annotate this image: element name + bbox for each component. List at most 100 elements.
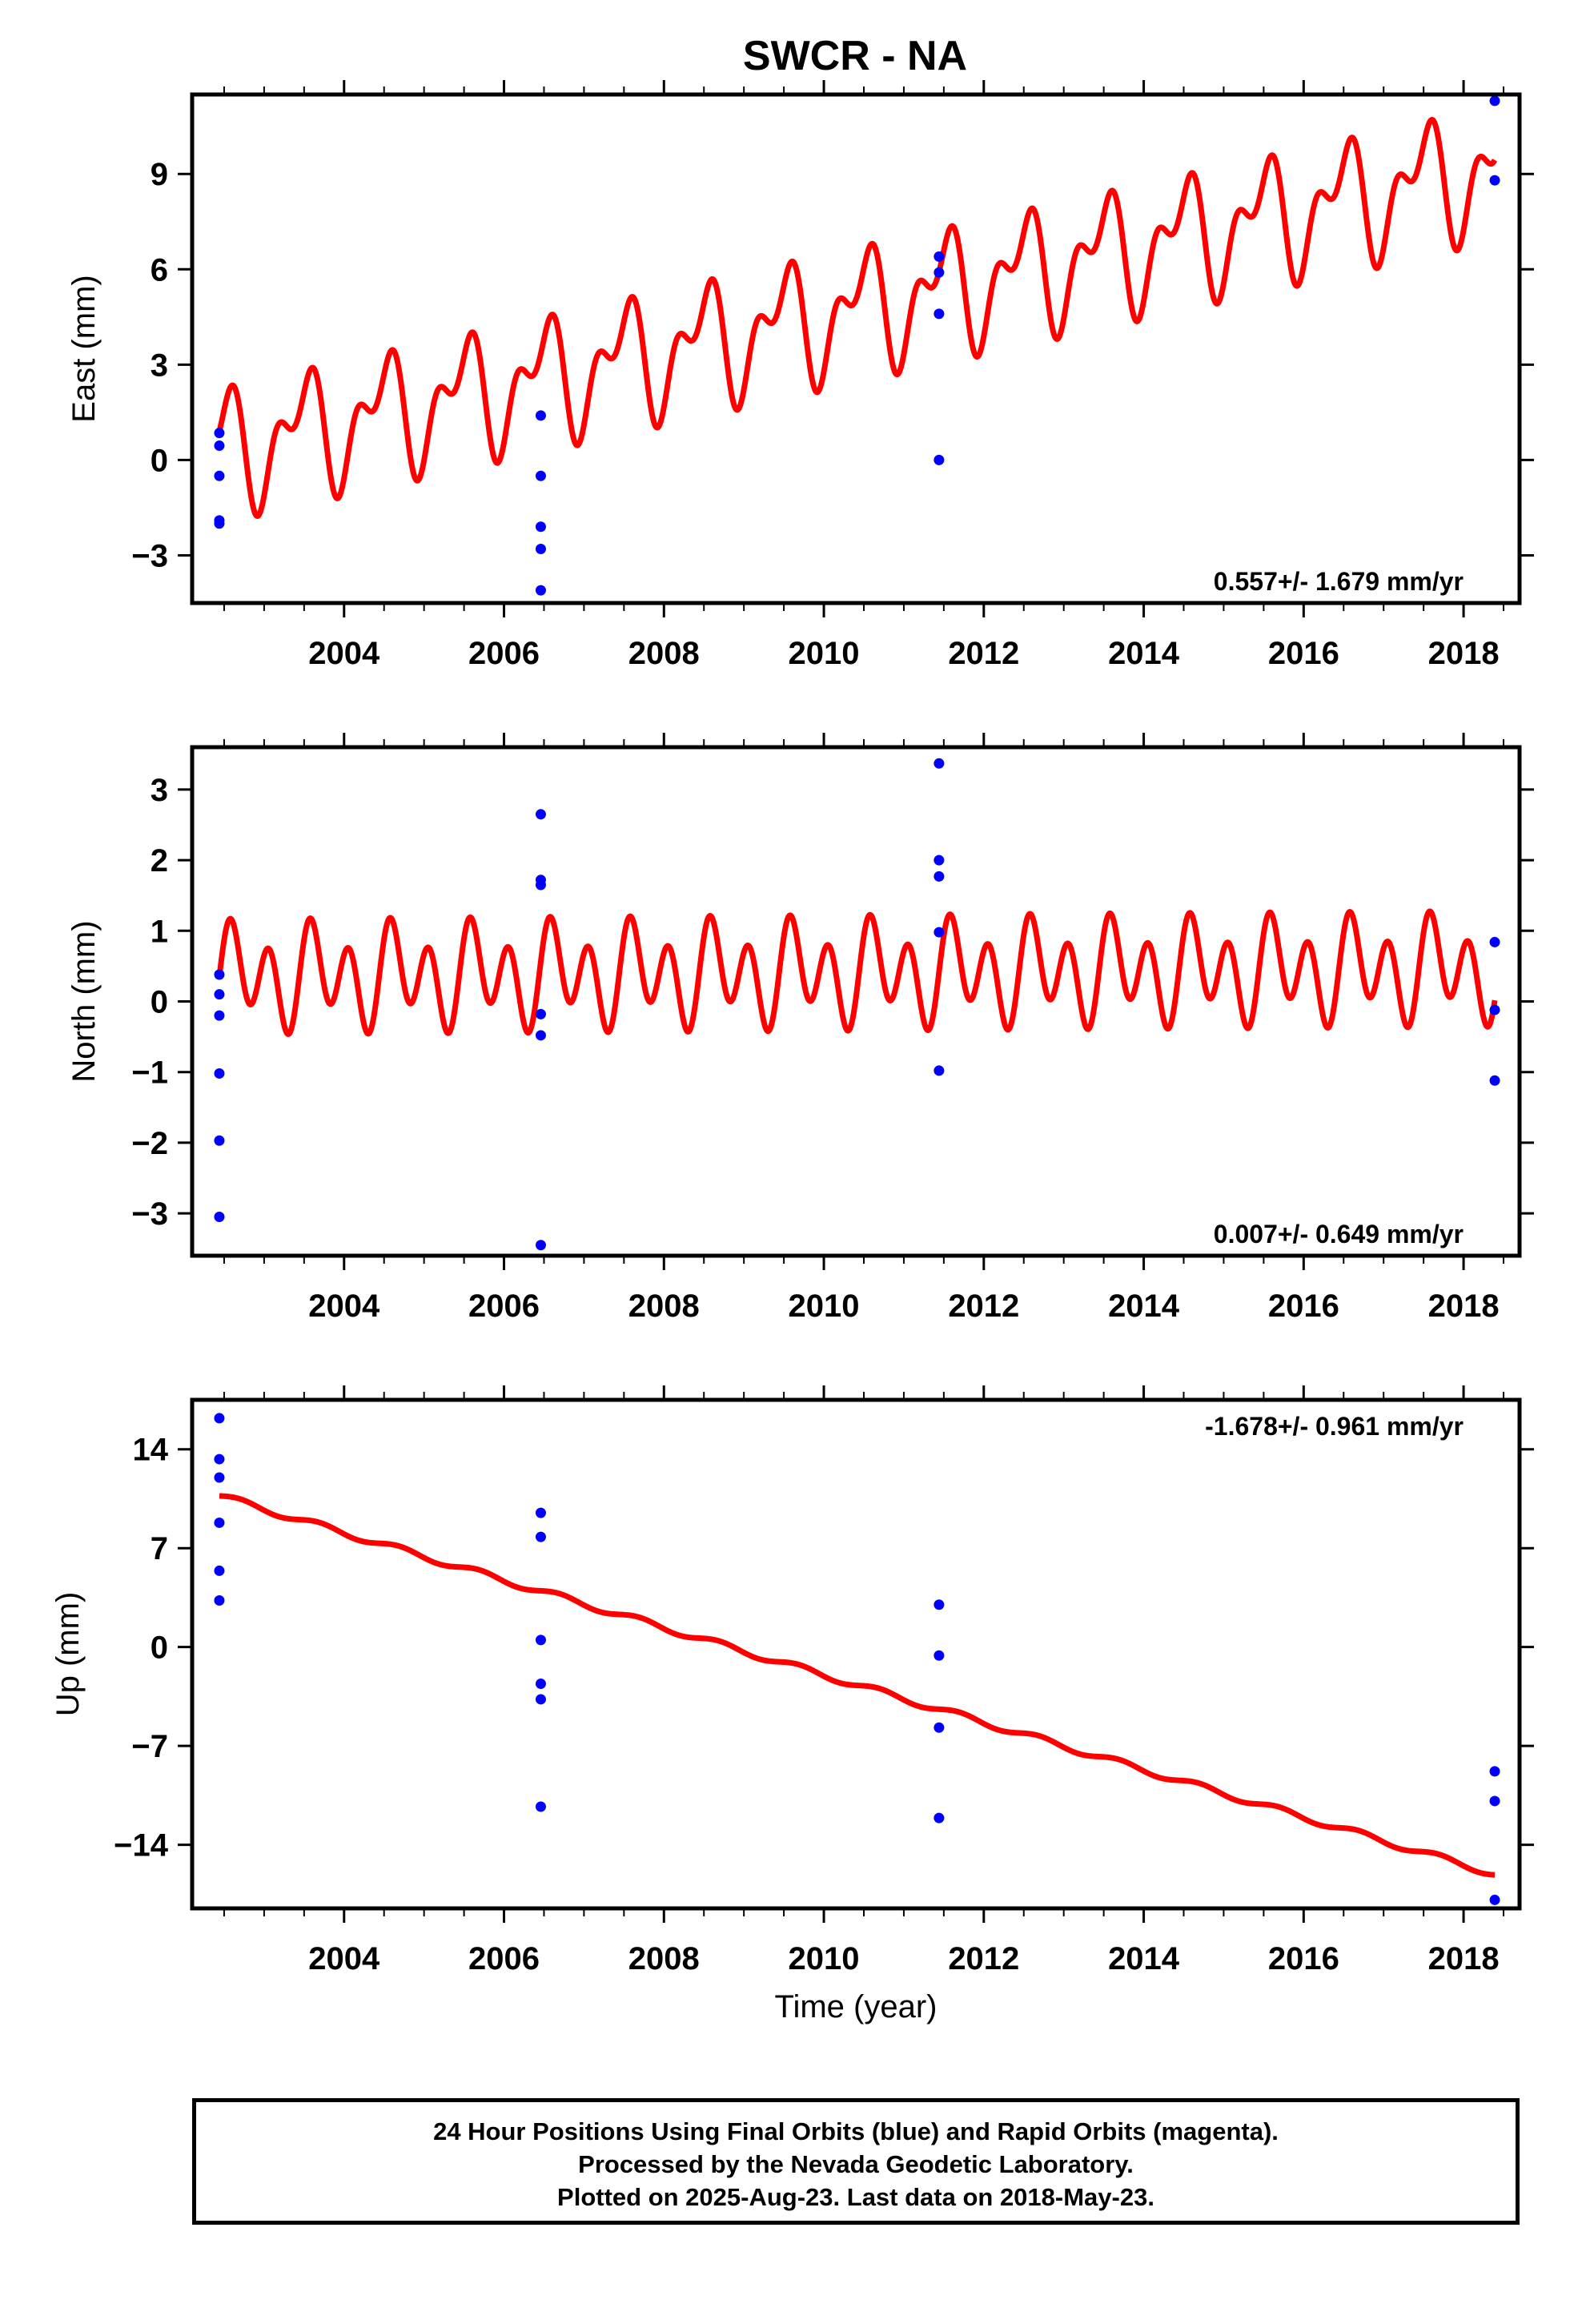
data-point xyxy=(214,1565,225,1576)
x-tick-label: 2008 xyxy=(628,1289,700,1324)
data-point xyxy=(535,879,546,891)
y-axis-label: Up (mm) xyxy=(50,1592,86,1717)
y-tick-label: 6 xyxy=(151,252,168,287)
y-tick-label: 7 xyxy=(151,1531,168,1566)
page-title: SWCR - NA xyxy=(742,33,968,79)
x-axis-label: Time (year) xyxy=(775,1989,938,2024)
footer-line-2: Processed by the Nevada Geodetic Laborat… xyxy=(578,2150,1134,2178)
data-point xyxy=(214,518,225,529)
x-tick-label: 2004 xyxy=(308,636,380,671)
data-point xyxy=(535,1240,546,1251)
x-tick-label: 2016 xyxy=(1268,1941,1339,1976)
data-point xyxy=(1489,936,1500,947)
data-point xyxy=(214,1413,225,1424)
data-point xyxy=(1489,1894,1500,1905)
plot-frame xyxy=(190,745,1522,1258)
data-point xyxy=(214,1211,225,1222)
data-point xyxy=(535,809,546,820)
x-tick-label: 2014 xyxy=(1108,1941,1180,1976)
y-tick-label: −14 xyxy=(114,1828,169,1864)
plot-frame xyxy=(190,1397,1522,1911)
x-tick-label: 2004 xyxy=(308,1289,380,1324)
y-axis-label: North (mm) xyxy=(66,920,102,1082)
data-point xyxy=(214,1068,225,1079)
data-point xyxy=(535,1801,546,1812)
y-tick-label: 1 xyxy=(151,914,168,949)
data-point xyxy=(214,428,225,439)
data-point xyxy=(535,1634,546,1646)
data-point xyxy=(1489,95,1500,107)
data-point xyxy=(535,1008,546,1019)
model-curve xyxy=(217,1493,1497,1878)
data-point xyxy=(934,758,945,769)
y-tick-label: −1 xyxy=(131,1055,168,1091)
data-point xyxy=(934,1650,945,1661)
data-point xyxy=(934,1065,945,1076)
y-tick-label: 0 xyxy=(151,1630,168,1666)
data-point xyxy=(535,585,546,596)
y-tick-label: −7 xyxy=(131,1729,168,1764)
data-point xyxy=(535,1679,546,1690)
data-point xyxy=(934,308,945,320)
data-point xyxy=(1489,1795,1500,1807)
data-point xyxy=(934,1722,945,1733)
data-point xyxy=(214,1594,225,1606)
y-tick-label: 9 xyxy=(151,157,168,192)
data-point xyxy=(934,251,945,262)
x-tick-label: 2014 xyxy=(1108,1289,1180,1324)
footer-box: 24 Hour Positions Using Final Orbits (bl… xyxy=(192,2098,1520,2225)
data-point xyxy=(535,410,546,421)
data-point xyxy=(214,470,225,481)
rate-annotation: -1.678+/- 0.961 mm/yr xyxy=(1205,1412,1464,1441)
x-tick-label: 2006 xyxy=(468,1289,540,1324)
data-point xyxy=(1489,1004,1500,1015)
data-point xyxy=(214,1135,225,1146)
footer-line-3: Plotted on 2025-Aug-23. Last data on 201… xyxy=(557,2183,1154,2211)
data-point xyxy=(1489,1766,1500,1777)
data-point xyxy=(214,440,225,452)
model-curve xyxy=(216,117,1498,520)
data-point xyxy=(214,1472,225,1483)
x-tick-label: 2010 xyxy=(789,1289,860,1324)
data-point xyxy=(535,470,546,481)
data-point xyxy=(934,454,945,465)
y-tick-label: −3 xyxy=(131,538,168,573)
x-tick-label: 2018 xyxy=(1428,1941,1500,1976)
data-point xyxy=(934,927,945,938)
data-point xyxy=(214,1517,225,1528)
x-tick-label: 2010 xyxy=(789,1941,860,1976)
x-tick-label: 2012 xyxy=(948,1289,1019,1324)
x-tick-label: 2014 xyxy=(1108,636,1180,671)
data-point xyxy=(214,969,225,980)
y-tick-label: 14 xyxy=(133,1433,169,1468)
data-point xyxy=(934,870,945,882)
data-point xyxy=(214,1454,225,1465)
data-point xyxy=(214,989,225,1000)
x-tick-label: 2004 xyxy=(308,1941,380,1976)
data-point xyxy=(535,1030,546,1041)
footer-line-1: 24 Hour Positions Using Final Orbits (bl… xyxy=(433,2117,1279,2145)
x-tick-label: 2016 xyxy=(1268,1289,1339,1324)
data-point xyxy=(535,521,546,533)
data-point xyxy=(934,267,945,278)
y-tick-label: 3 xyxy=(151,348,168,383)
x-tick-label: 2010 xyxy=(789,636,860,671)
x-tick-label: 2018 xyxy=(1428,636,1500,671)
data-point xyxy=(934,854,945,866)
data-point xyxy=(934,1599,945,1610)
x-tick-label: 2018 xyxy=(1428,1289,1500,1324)
y-tick-label: −2 xyxy=(131,1126,168,1161)
data-point xyxy=(535,1507,546,1518)
x-tick-label: 2016 xyxy=(1268,636,1339,671)
x-tick-label: 2012 xyxy=(948,636,1019,671)
data-point xyxy=(535,1694,546,1705)
y-axis-label: East (mm) xyxy=(66,275,102,422)
data-point xyxy=(214,1010,225,1021)
y-tick-label: 2 xyxy=(151,843,168,879)
x-tick-label: 2012 xyxy=(948,1941,1019,1976)
x-tick-label: 2006 xyxy=(468,636,540,671)
y-tick-label: −3 xyxy=(131,1196,168,1232)
x-tick-label: 2008 xyxy=(628,1941,700,1976)
y-tick-label: 0 xyxy=(151,443,168,478)
